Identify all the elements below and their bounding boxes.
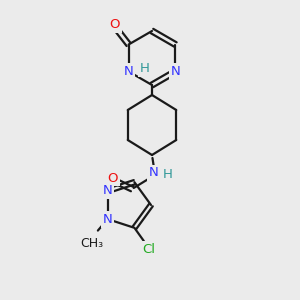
Text: H: H (140, 62, 150, 75)
Text: N: N (103, 213, 112, 226)
Text: Cl: Cl (142, 243, 155, 256)
Text: N: N (124, 65, 134, 78)
Text: N: N (170, 65, 180, 78)
Text: H: H (163, 169, 173, 182)
Text: N: N (103, 184, 112, 197)
Text: N: N (149, 167, 159, 179)
Text: CH₃: CH₃ (80, 237, 103, 250)
Text: O: O (108, 172, 118, 184)
Text: O: O (110, 18, 120, 31)
